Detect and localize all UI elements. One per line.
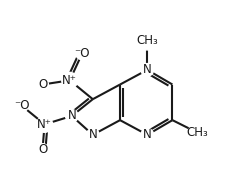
Text: N: N xyxy=(67,109,76,123)
Circle shape xyxy=(87,128,99,141)
Text: N⁺: N⁺ xyxy=(37,118,52,131)
Circle shape xyxy=(37,79,48,90)
Circle shape xyxy=(76,46,89,60)
Circle shape xyxy=(188,123,207,142)
Text: N: N xyxy=(143,128,152,141)
Circle shape xyxy=(37,144,48,155)
Text: N: N xyxy=(89,128,97,141)
Text: ⁻O: ⁻O xyxy=(14,99,29,112)
Circle shape xyxy=(65,110,78,122)
Circle shape xyxy=(141,64,154,76)
Text: O: O xyxy=(38,143,47,156)
Text: N: N xyxy=(143,63,152,76)
Circle shape xyxy=(15,99,28,112)
Circle shape xyxy=(37,116,53,132)
Circle shape xyxy=(62,72,78,88)
Text: ⁻O: ⁻O xyxy=(74,47,90,60)
Text: CH₃: CH₃ xyxy=(187,126,208,139)
Circle shape xyxy=(141,128,154,141)
Circle shape xyxy=(138,31,157,50)
Text: CH₃: CH₃ xyxy=(136,34,158,47)
Text: N⁺: N⁺ xyxy=(62,74,77,87)
Text: O: O xyxy=(38,78,47,91)
